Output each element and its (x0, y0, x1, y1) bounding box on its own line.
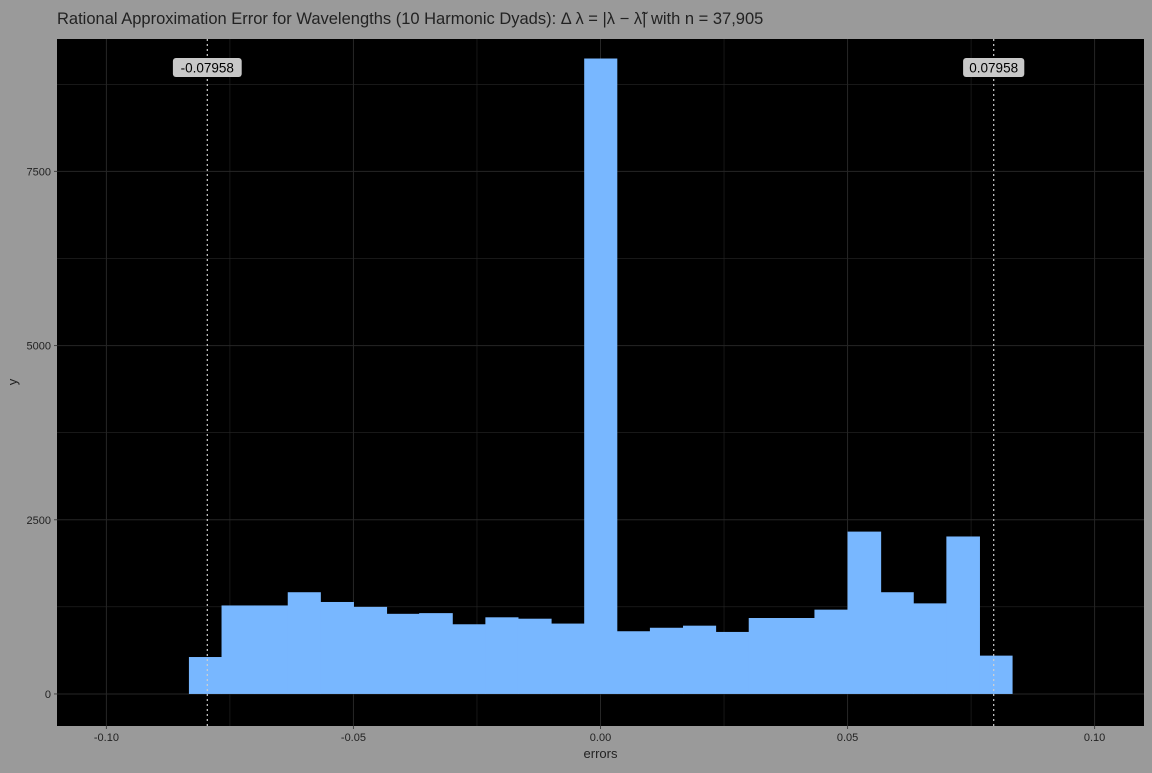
histogram-bar (517, 618, 552, 694)
histogram-bar (946, 536, 980, 694)
histogram-bar (781, 618, 815, 694)
reference-lines: -0.07958 0.07958 (172, 39, 1025, 726)
histogram-bar (913, 603, 947, 694)
histogram-bar (485, 617, 519, 694)
histogram-bar (452, 624, 486, 694)
histogram-bar (221, 605, 256, 694)
histogram-bar (880, 592, 914, 694)
reference-label-box (963, 58, 1025, 77)
histogram-bar (353, 606, 388, 694)
y-axis-title: y (5, 378, 20, 385)
histogram-bar (847, 531, 882, 694)
histogram-bar (748, 618, 783, 694)
histogram-bar (616, 631, 651, 694)
reference-label-box (172, 58, 242, 77)
x-axis-ticks: -0.10 -0.05 0.00 0.05 0.10 (94, 726, 1105, 744)
histogram-bar (979, 655, 1013, 694)
y-tick-label: 7500 (27, 166, 51, 178)
histogram-bar (551, 623, 585, 694)
histogram-bar (419, 613, 453, 694)
y-tick-label: 0 (45, 689, 51, 701)
x-axis-title: errors (584, 746, 618, 761)
reference-label: 0.07958 (969, 61, 1018, 76)
histogram-bar (320, 601, 354, 694)
histogram-bar (649, 627, 684, 694)
histogram-bar (584, 58, 618, 694)
histogram-bar (715, 631, 750, 694)
x-tick-label: -0.10 (94, 732, 119, 744)
histogram-bar (254, 605, 289, 694)
reference-label: -0.07958 (181, 61, 234, 76)
y-axis-ticks: 0 2500 5000 7500 (27, 166, 57, 701)
histogram-bars (188, 58, 1013, 694)
histogram-bar (188, 657, 223, 694)
y-tick-label: 2500 (27, 515, 51, 527)
x-tick-label: 0.00 (590, 732, 611, 744)
histogram-bar (287, 592, 321, 694)
y-tick-label: 5000 (27, 341, 51, 353)
histogram-bar (386, 613, 420, 694)
histogram-bar (683, 625, 717, 694)
x-tick-label: -0.05 (341, 732, 366, 744)
chart-title: Rational Approximation Error for Wavelen… (57, 10, 763, 28)
histogram-bar (814, 609, 849, 694)
x-tick-label: 0.05 (837, 732, 858, 744)
x-tick-label: 0.10 (1084, 732, 1105, 744)
